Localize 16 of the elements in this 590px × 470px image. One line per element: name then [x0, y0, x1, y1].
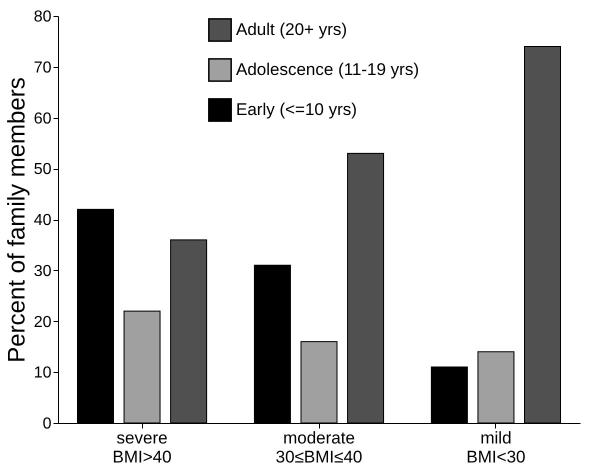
legend-label: Adolescence (11-19 yrs) [236, 60, 419, 79]
y-tick-label: 30 [34, 262, 52, 280]
y-tick-label: 60 [34, 110, 52, 128]
y-tick-label: 10 [34, 364, 52, 382]
x-tick-label: mild BMI<30 [466, 428, 526, 466]
y-tick-label: 0 [42, 416, 52, 432]
y-tick-label: 40 [34, 212, 52, 229]
x-tick-label: severe BMI>40 [112, 428, 172, 466]
y-tick-label: 20 [34, 314, 52, 331]
legend-label: Early (<=10 yrs) [236, 100, 357, 119]
legend-label: Adult (20+ yrs) [236, 20, 348, 39]
y-axis-title: Percent of family members [4, 77, 31, 363]
x-tick-label: moderate 30≤BMI≤40 [276, 428, 362, 466]
y-tick-label: 70 [34, 59, 52, 76]
y-tick-label: 80 [34, 8, 52, 26]
y-tick-label: 50 [34, 161, 52, 178]
